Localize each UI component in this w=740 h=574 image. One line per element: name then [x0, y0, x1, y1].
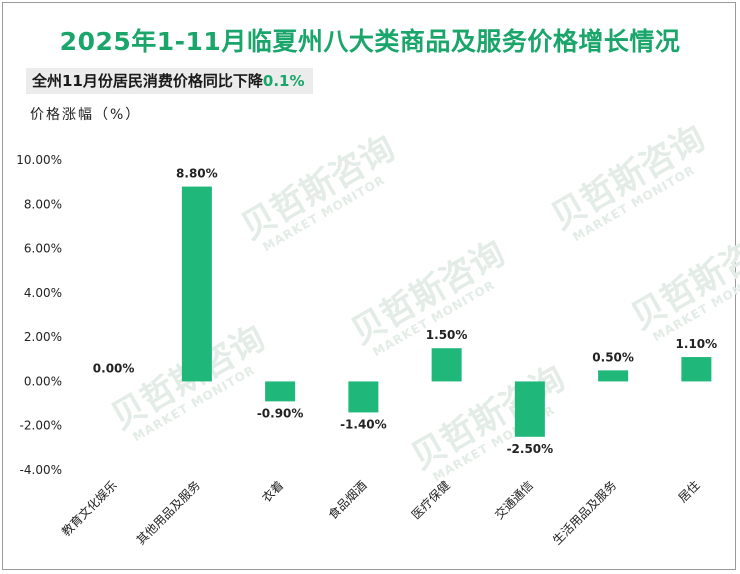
y-tick-label: -2.00% [20, 419, 62, 433]
data-label: -2.50% [507, 442, 554, 456]
cpi-summary-text: 全州11月份居民消费价格同比下降 [32, 72, 263, 90]
bar [681, 357, 712, 382]
data-label: -0.90% [257, 406, 304, 420]
y-tick-label: 8.00% [24, 197, 62, 211]
category-label: 生活用品及服务 [549, 478, 619, 548]
y-tick-label: -4.00% [20, 463, 62, 477]
data-label: -1.40% [340, 417, 387, 431]
x-axis: 教育文化娱乐 其他用品及服务 衣着 食品烟酒 医疗保健 交通通信 生活用品及服务 居住 [58, 478, 702, 548]
bar [598, 370, 629, 382]
y-tick-label: 2.00% [24, 330, 62, 344]
cpi-summary-banner: 全州11月份居民消费价格同比下降0.1% [26, 68, 313, 94]
y-axis: 10.00% 8.00% 6.00% 4.00% 2.00% 0.00% -2.00% -4.… [16, 153, 62, 477]
bar [431, 348, 462, 382]
category-label: 食品烟酒 [325, 478, 370, 523]
chart-title: 2025年1-11月临夏州八大类商品及服务价格增长情况 [59, 27, 681, 56]
category-label: 教育文化娱乐 [58, 478, 120, 540]
category-label: 其他用品及服务 [133, 478, 203, 548]
data-labels: 0.00% 8.80% -0.90% -1.40% 1.50% -2.50% 0.50% 1.… [93, 167, 717, 456]
category-label: 居住 [676, 478, 703, 505]
y-tick-label: 6.00% [24, 242, 62, 256]
category-label: 交通通信 [491, 478, 536, 523]
category-label: 医疗保健 [409, 478, 453, 522]
y-tick-label: 0.00% [24, 374, 62, 388]
y-tick-label: 10.00% [16, 153, 62, 167]
data-label: 1.50% [426, 328, 468, 342]
data-label: 1.10% [676, 337, 718, 351]
category-label: 衣着 [259, 478, 287, 506]
y-tick-label: 4.00% [24, 286, 62, 300]
data-label: 0.00% [93, 361, 135, 375]
y-axis-label: 价格涨幅（%） [30, 107, 142, 123]
bars [181, 186, 712, 437]
bar [265, 381, 296, 402]
bar [181, 186, 212, 382]
data-label: 8.80% [176, 167, 218, 181]
bar [348, 381, 379, 413]
bar [514, 381, 545, 437]
cpi-summary-value: 0.1% [262, 72, 305, 90]
data-label: 0.50% [592, 350, 634, 364]
